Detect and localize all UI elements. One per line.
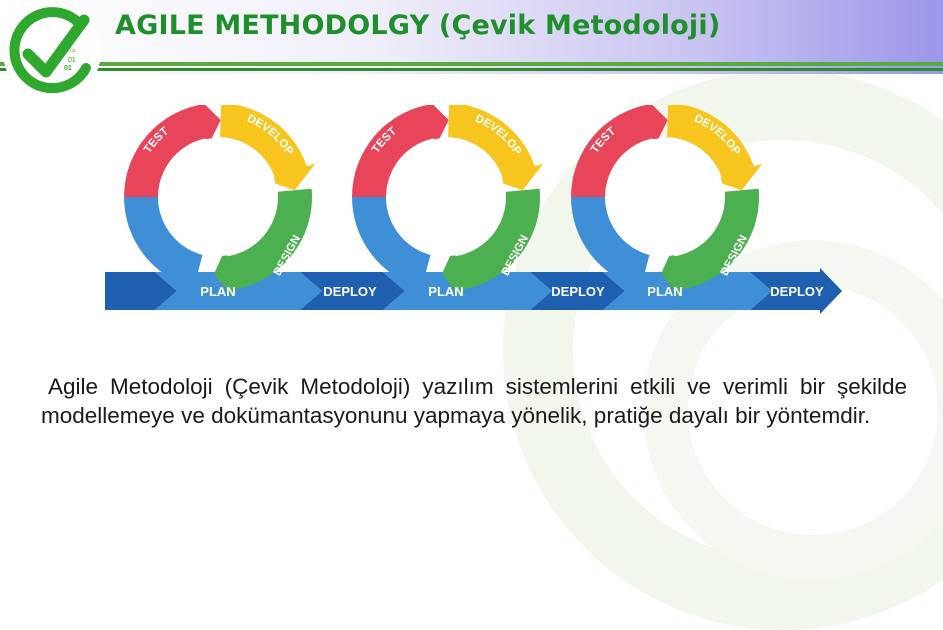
description-paragraph: Agile Metodoloji (Çevik Metodoloji) yazı… (41, 374, 907, 428)
cycle-develop-arc (448, 103, 537, 182)
band-label-deploy: DEPLOY (551, 284, 605, 299)
logo-digits-top: 0¹ ⁰¹ (62, 48, 76, 56)
cycle-design-arc (670, 188, 759, 291)
arrow-band-segment (750, 272, 842, 310)
cycle-test-arc (352, 103, 438, 197)
arrow-band-segment (383, 272, 552, 310)
cycle-plan-arc (571, 197, 650, 288)
arrow-band (105, 268, 842, 314)
cycle-design-arrowhead (213, 247, 235, 299)
checkmark-logo: 0¹ ⁰¹ 01 01 (2, 2, 102, 102)
cycle-test-arrowhead (643, 96, 668, 148)
cycle-design-arrowhead (660, 247, 682, 299)
cycle-center (159, 138, 277, 256)
band-label-deploy: DEPLOY (770, 284, 824, 299)
cycle-develop-arc (667, 103, 756, 182)
logo-digits-mid: 01 (68, 57, 76, 64)
arrow-band-segment (300, 272, 405, 310)
cycle-develop-arrowhead (713, 163, 763, 191)
arrow-band-segment (155, 272, 322, 310)
slide-title: AGILE METHODOLGY (Çevik Metodoloji) (115, 10, 721, 41)
header-divider-light (0, 62, 943, 66)
arrow-band-segment (105, 272, 177, 310)
cycle-center (606, 138, 724, 256)
cycle-design-arrowhead (441, 247, 463, 299)
cycle-design-arc (223, 188, 312, 291)
cycle-design-arc (451, 188, 540, 291)
cycle-develop-arrowhead (494, 163, 544, 191)
cycle-test-arc (571, 103, 657, 197)
agile-cycle-diagram: TEST DEVELOP DESIGN PLAN DEPLOY TEST DEVELOP DE… (100, 96, 850, 320)
band-label-deploy: DEPLOY (323, 284, 377, 299)
band-label-plan: PLAN (647, 284, 682, 299)
cycle-test-arc (124, 103, 210, 197)
band-label-plan: PLAN (200, 284, 235, 299)
cycle-test-arrowhead (424, 96, 449, 148)
checkmark-logo-icon: 0¹ ⁰¹ 01 01 (3, 3, 101, 101)
cycle-plan-arc (352, 197, 431, 288)
header-divider-dark (0, 68, 943, 71)
band-label-plan: PLAN (428, 284, 463, 299)
slide-header (0, 0, 943, 74)
cycle-center (387, 138, 505, 256)
arrow-band-segment (530, 272, 625, 310)
cycle-test-arrowhead (196, 96, 221, 148)
cycle-develop-arrowhead (266, 163, 316, 191)
cycle-develop-arc (220, 103, 309, 182)
arrow-band-segment (603, 272, 772, 310)
logo-digits-bottom: 01 (64, 65, 72, 72)
cycle-plan-arc (123, 197, 203, 288)
arrow-band-tip (820, 268, 842, 314)
